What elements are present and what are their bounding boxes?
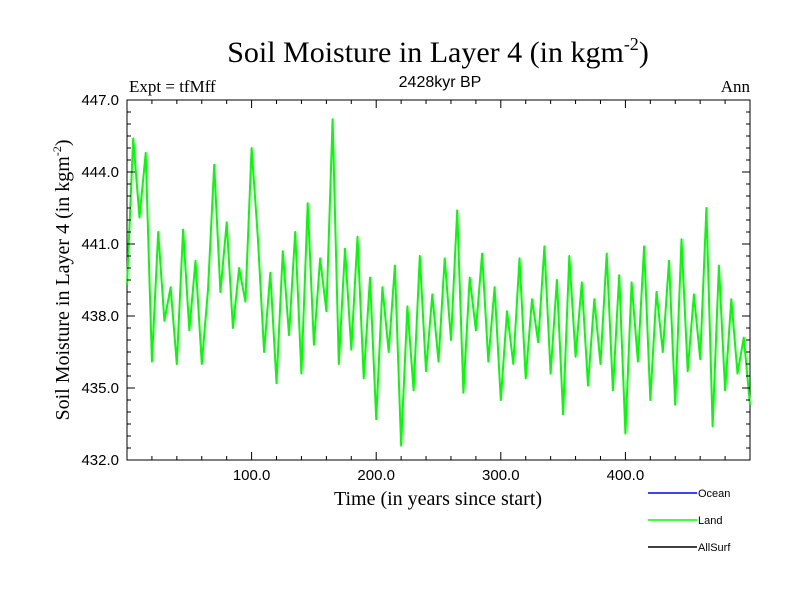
x-tick-label: 400.0 — [607, 467, 645, 484]
y-tick-label: 438.0 — [81, 308, 119, 325]
x-tick-label: 100.0 — [233, 467, 271, 484]
x-tick-label: 200.0 — [357, 467, 395, 484]
series-line-land — [126, 118, 751, 447]
chart-subtitle: 2428kyr BP — [399, 74, 482, 91]
legend-label-ocean: Ocean — [698, 488, 730, 500]
y-tick-label: 447.0 — [81, 92, 119, 109]
y-tick-label: 432.0 — [81, 452, 119, 469]
y-tick-label: 444.0 — [81, 164, 119, 181]
chart-title-text: Soil Moisture in Layer 4 (in kgm — [227, 36, 624, 69]
experiment-label: Expt = tfMff — [129, 77, 216, 96]
y-tick-label: 435.0 — [81, 380, 119, 397]
chart-title-close: ) — [639, 36, 649, 69]
season-label: Ann — [721, 77, 751, 96]
x-axis-label: Time (in years since start) — [334, 488, 542, 510]
y-axis: 432.0 435.0 438.0 441.0 444.0 447.0 — [81, 92, 750, 469]
y-axis-label-text: Soil Moisture in Layer 4 (in kgm — [52, 156, 74, 421]
y-axis-label-superscript: -2 — [50, 146, 64, 156]
y-axis-label-close: ) — [52, 139, 74, 146]
chart-title: Soil Moisture in Layer 4 (in kgm-2) — [227, 34, 649, 69]
legend-label-land: Land — [698, 515, 722, 527]
y-axis-label: Soil Moisture in Layer 4 (in kgm-2) — [50, 139, 74, 420]
chart-title-superscript: -2 — [624, 34, 639, 54]
legend: Ocean Land AllSurf — [648, 488, 731, 554]
legend-label-allsurf: AllSurf — [698, 542, 731, 554]
y-tick-label: 441.0 — [81, 236, 119, 253]
x-axis: 100.0 200.0 300.0 400.0 — [151, 100, 726, 484]
x-tick-label: 300.0 — [482, 467, 520, 484]
